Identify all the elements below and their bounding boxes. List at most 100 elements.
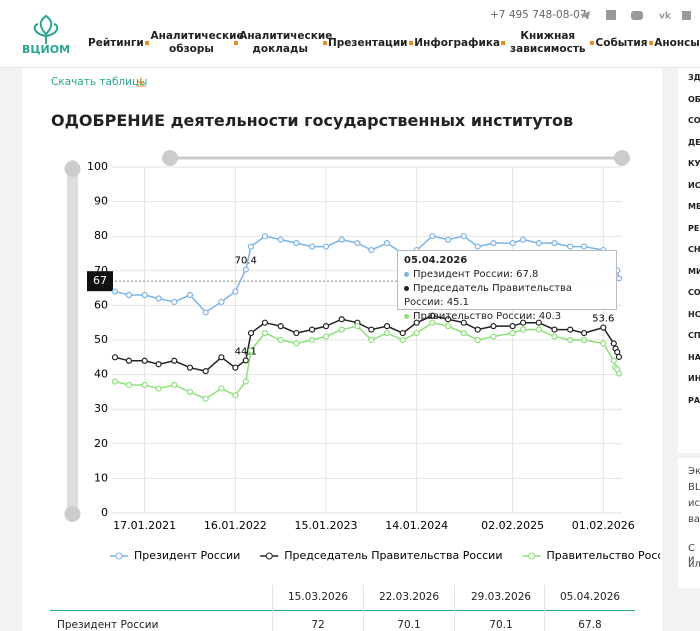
data-point — [186, 388, 194, 395]
nav-item[interactable]: События — [595, 36, 648, 49]
x-tick-label: 15.01.2023 — [295, 519, 358, 532]
data-point — [383, 240, 391, 247]
x-tick-label: 17.01.2021 — [113, 519, 176, 532]
y-tick-label: 40 — [94, 368, 108, 381]
data-point — [535, 240, 542, 247]
data-point — [474, 243, 481, 250]
tooltip-value: 45.1 — [446, 297, 469, 308]
data-point — [551, 326, 558, 333]
data-point — [277, 236, 284, 243]
legend-label[interactable]: Председатель Правительства России — [284, 549, 502, 562]
v-slider-handle[interactable] — [64, 506, 81, 522]
table-cell: 72 — [311, 619, 325, 631]
data-point — [615, 353, 623, 361]
sidebar-item: РА — [688, 395, 700, 405]
data-point — [155, 295, 162, 302]
data-point — [429, 233, 436, 240]
table-cell: 70.1 — [489, 619, 513, 631]
logo-text: ВЦИОМ — [22, 43, 70, 56]
data-point — [155, 361, 162, 368]
nav-separator — [501, 41, 506, 45]
data-point — [242, 266, 249, 273]
x-tick-label: 14.01.2024 — [385, 519, 448, 532]
nav-item[interactable]: Книжная зависимость — [510, 30, 586, 55]
data-point — [413, 329, 420, 337]
download-link[interactable]: Скачать таблицы — [51, 76, 148, 88]
data-point — [202, 368, 209, 375]
y-tick-label: 60 — [94, 298, 108, 311]
data-point — [509, 323, 516, 330]
data-point — [202, 395, 209, 402]
tooltip-dot — [404, 313, 409, 319]
legend-label[interactable]: Правительство России — [546, 549, 660, 562]
tooltip-name: Правительство России — [413, 311, 533, 322]
legend-marker — [527, 552, 535, 560]
data-point — [535, 326, 542, 333]
v-slider-handle[interactable] — [64, 161, 81, 177]
data-point — [354, 323, 361, 330]
data-point — [308, 243, 316, 250]
phone[interactable]: +7 495 748-08-07 — [490, 9, 587, 21]
nav-item[interactable]: Аналитические обзоры — [150, 30, 244, 55]
data-point — [218, 385, 225, 392]
sidebar-item: НА — [688, 352, 700, 362]
data-point — [141, 291, 148, 299]
data-point — [519, 319, 527, 326]
data-point — [202, 309, 209, 316]
sidebar-text: ва — [688, 514, 700, 525]
download-icon[interactable] — [135, 76, 147, 88]
sidebar-item: ОБ — [688, 94, 700, 104]
data-point — [277, 323, 284, 330]
y-tick-label: 90 — [94, 195, 108, 208]
data-point — [581, 329, 588, 337]
data-point — [490, 240, 497, 247]
nav-item[interactable]: Инфографика — [414, 36, 501, 49]
data-point — [535, 319, 542, 326]
data-point — [444, 316, 452, 323]
nav-separator — [322, 41, 327, 45]
tooltip-name: Председатель Правительства России — [404, 283, 573, 308]
data-point — [171, 357, 178, 364]
data-point — [338, 316, 345, 323]
data-point — [125, 381, 133, 389]
data-point — [293, 329, 300, 337]
sidebar-item: СП — [688, 331, 700, 340]
nav-item[interactable]: Презентации — [327, 36, 408, 49]
nav-item[interactable]: Аналитические доклады — [239, 30, 333, 55]
data-point — [413, 319, 420, 326]
data-point — [308, 336, 316, 344]
chart-title: ОДОБРЕНИЕ деятельности государственных и… — [51, 111, 574, 130]
h-slider-handle[interactable] — [614, 150, 630, 166]
data-point — [247, 329, 255, 337]
y-tick-label: 100 — [87, 160, 108, 173]
data-point — [444, 323, 452, 330]
data-point — [551, 333, 558, 340]
data-point — [474, 336, 481, 344]
data-point — [293, 340, 300, 347]
v-slider[interactable] — [67, 160, 78, 515]
h-slider-handle[interactable] — [162, 150, 178, 166]
data-point — [338, 236, 345, 243]
tooltip-sep: : — [440, 297, 447, 308]
data-point — [429, 312, 436, 319]
logo[interactable]: ВЦИОМ — [20, 12, 72, 56]
data-point — [399, 336, 406, 344]
tooltip-dot — [404, 271, 409, 277]
data-label: 70.4 — [235, 255, 257, 266]
tooltip-name: Президент России — [413, 269, 510, 280]
nav-item[interactable]: Рейтинги — [88, 36, 144, 49]
nav: Рейтинги Аналитические обзоры Аналитически… — [88, 30, 700, 56]
table-cell: 67.8 — [578, 619, 602, 631]
data-point — [338, 326, 345, 333]
tooltip-sep: : — [532, 311, 539, 322]
data-point — [232, 392, 239, 399]
x-tick-label: 16.01.2022 — [204, 519, 267, 532]
data-point — [567, 336, 574, 344]
data-point — [600, 324, 607, 331]
nav-item[interactable]: Анонсы — [654, 36, 700, 49]
sidebar-text: BL — [688, 482, 700, 493]
legend-label[interactable]: Президент России — [134, 549, 240, 562]
sidebar-item: КУ — [688, 159, 700, 168]
